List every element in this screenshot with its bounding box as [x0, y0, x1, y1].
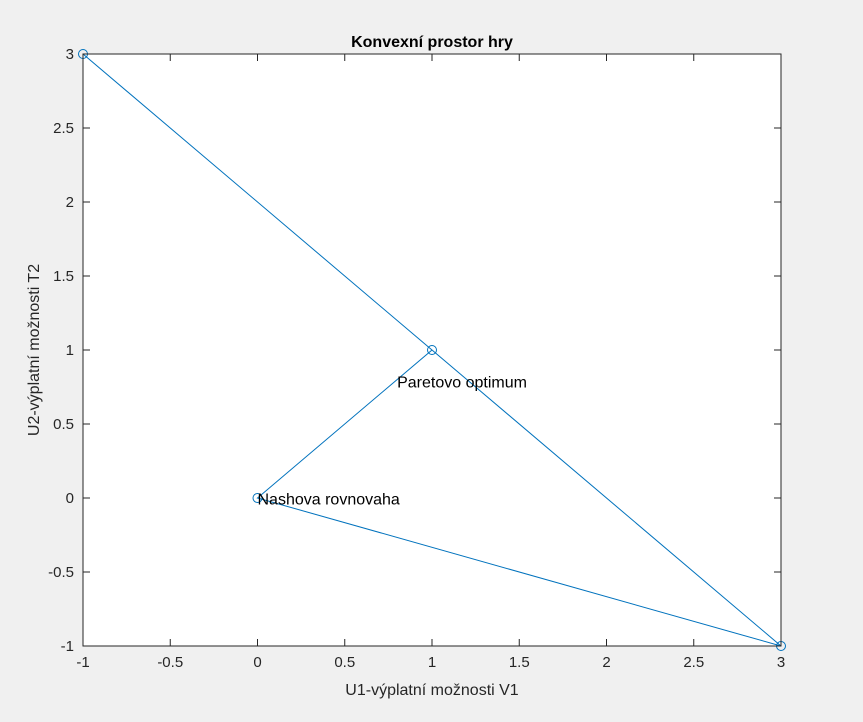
- x-tick-label: 0: [253, 654, 261, 671]
- x-tick-label: 3: [777, 654, 785, 671]
- y-tick-label: 1: [66, 342, 74, 359]
- x-tick-label: 1: [428, 654, 436, 671]
- x-tick-label: -1: [76, 654, 89, 671]
- y-tick-label: -0.5: [48, 564, 74, 581]
- x-tick-label: 2: [602, 654, 610, 671]
- y-tick-label: 0.5: [53, 416, 74, 433]
- y-tick-label: 2: [66, 194, 74, 211]
- y-tick-label: 1.5: [53, 268, 74, 285]
- data-point: [252, 493, 263, 503]
- chart-title: Konvexní prostor hry: [351, 34, 513, 51]
- annotation-label: Nashova rovnovaha: [258, 491, 400, 508]
- tick-labels: -1 -0.5 0 0.5 1 1.5 2 2.5 3 -1 -0.5 0 0.5 1 1.5 2 2.5 3: [48, 46, 785, 671]
- annotations: Paretovo optimum Nashova rovnovaha: [258, 375, 527, 509]
- y-tick-label: 3: [66, 46, 74, 63]
- x-axis-label: U1-výplatní možnosti V1: [345, 682, 519, 699]
- annotation-label: Paretovo optimum: [397, 375, 527, 392]
- x-tick-label: -0.5: [157, 654, 183, 671]
- y-tick-label: 2.5: [53, 120, 74, 137]
- data-point: [427, 345, 437, 355]
- x-tick-label: 1.5: [509, 654, 530, 671]
- y-axis-label: U2-výplatní možnosti T2: [26, 264, 43, 436]
- series-line: [82, 53, 782, 647]
- y-tick-label: 0: [66, 490, 74, 507]
- y-tick-label: -1: [61, 638, 74, 655]
- x-tick-label: 2.5: [683, 654, 704, 671]
- x-tick-label: 0.5: [334, 654, 355, 671]
- axes-box: [82, 53, 782, 647]
